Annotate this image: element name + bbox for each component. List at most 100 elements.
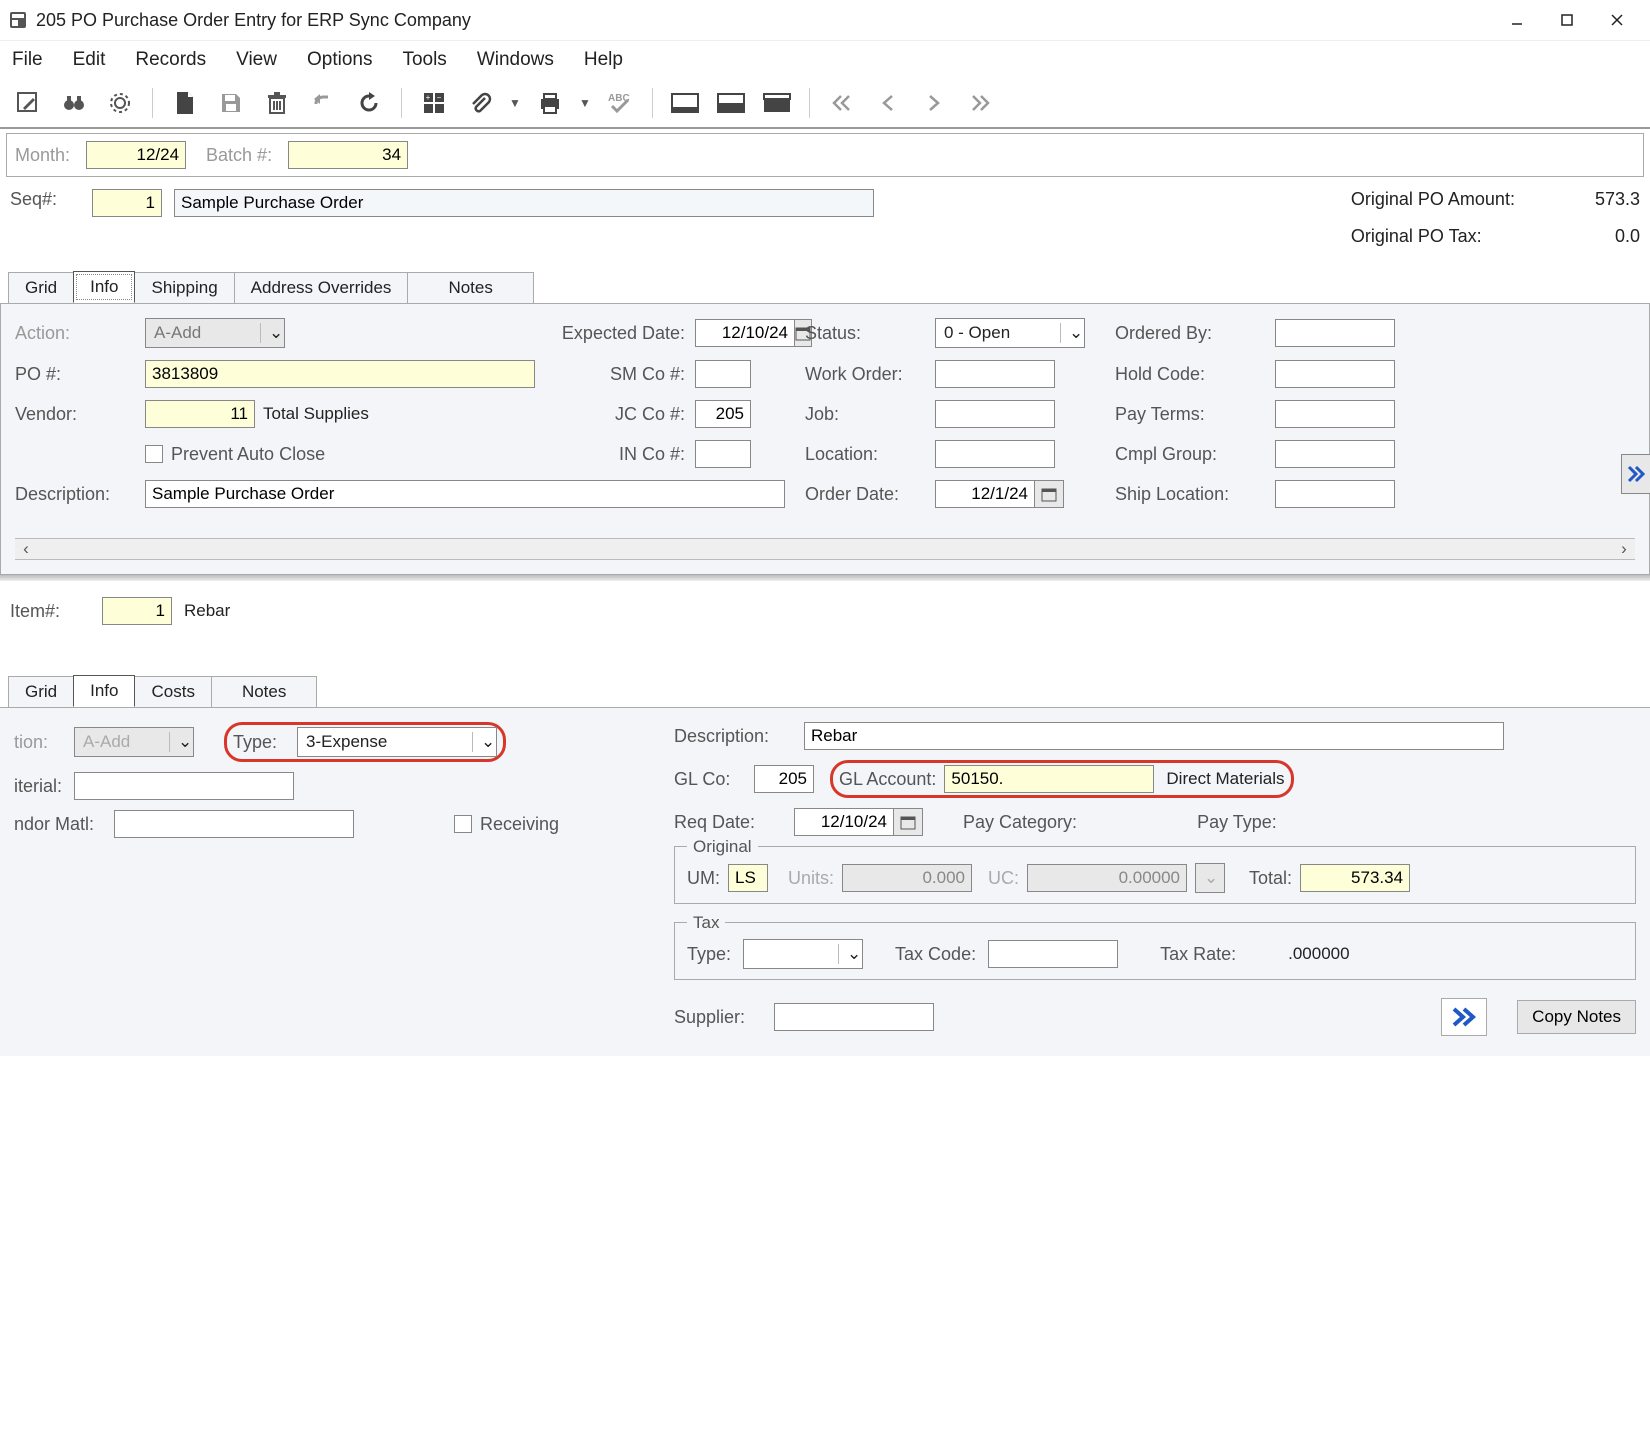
glacct-input[interactable] (944, 765, 1154, 793)
cmplgroup-input[interactable] (1275, 440, 1395, 468)
window1-icon[interactable] (667, 85, 703, 121)
menu-windows[interactable]: Windows (475, 45, 556, 75)
vendor-label: Vendor: (15, 404, 145, 425)
menu-view[interactable]: View (234, 45, 279, 75)
prevent-auto-label: Prevent Auto Close (171, 444, 325, 465)
vendormatl-label: ndor Matl: (14, 814, 114, 835)
nav-last-icon[interactable] (962, 85, 998, 121)
total-input[interactable] (1300, 864, 1410, 892)
jcco-label: JC Co #: (495, 404, 695, 425)
print-icon[interactable] (532, 85, 568, 121)
glco-input[interactable] (754, 765, 814, 793)
svg-text:+: + (426, 93, 431, 102)
taxtype-label: Type: (687, 944, 731, 965)
tab-notes[interactable]: Notes (407, 272, 533, 303)
undo-icon[interactable] (305, 85, 341, 121)
seq-input[interactable] (92, 189, 162, 217)
nav-first-icon[interactable] (824, 85, 860, 121)
next-arrow-button[interactable] (1441, 998, 1487, 1036)
close-button[interactable] (1592, 2, 1642, 38)
nav-prev-icon[interactable] (870, 85, 906, 121)
scroll-right-icon[interactable]: › (1613, 539, 1635, 559)
print-dropdown[interactable]: ▼ (578, 96, 592, 110)
scroll-left-icon[interactable]: ‹ (15, 539, 37, 559)
tab-shipping[interactable]: Shipping (134, 272, 234, 303)
horizontal-scrollbar[interactable]: ‹ › (15, 538, 1635, 560)
side-expand-button[interactable] (1621, 454, 1650, 494)
menu-options[interactable]: Options (305, 45, 374, 75)
workorder-input[interactable] (935, 360, 1055, 388)
vendormatl-input[interactable] (114, 810, 354, 838)
reqdate-input[interactable] (794, 808, 894, 836)
tab-costs[interactable]: Costs (134, 676, 211, 707)
tab-info[interactable]: Info (73, 271, 135, 303)
supplier-input[interactable] (774, 1003, 934, 1031)
taxcode-input[interactable] (988, 940, 1118, 968)
minimize-button[interactable] (1492, 2, 1542, 38)
calculator-icon[interactable]: +− (416, 85, 452, 121)
batch-input[interactable] (288, 141, 408, 169)
receiving-checkbox[interactable] (454, 815, 472, 833)
prevent-auto-checkbox[interactable] (145, 445, 163, 463)
calendar-icon[interactable] (893, 808, 923, 836)
tab-notes-lower[interactable]: Notes (211, 676, 317, 707)
orig-amt-value: 573.3 (1595, 189, 1640, 210)
location-input[interactable] (935, 440, 1055, 468)
tab-grid[interactable]: Grid (8, 272, 74, 303)
orderdate-input[interactable] (935, 480, 1035, 508)
item-action-combo[interactable]: A-Add ⌄ (74, 727, 194, 757)
tab-address-overrides[interactable]: Address Overrides (234, 272, 409, 303)
attachment-icon[interactable] (462, 85, 498, 121)
tab-grid-lower[interactable]: Grid (8, 676, 74, 707)
refresh-icon[interactable] (351, 85, 387, 121)
holdcode-input[interactable] (1275, 360, 1395, 388)
calendar-icon[interactable] (1034, 480, 1064, 508)
taxtype-combo[interactable]: ⌄ (743, 939, 863, 969)
new-icon[interactable] (167, 85, 203, 121)
separator (401, 88, 402, 118)
binoculars-icon[interactable] (56, 85, 92, 121)
item-desc-input[interactable] (804, 722, 1504, 750)
smco-input[interactable] (695, 360, 751, 388)
item-input[interactable] (102, 597, 172, 625)
maximize-button[interactable] (1542, 2, 1592, 38)
month-input[interactable] (86, 141, 186, 169)
spellcheck-icon[interactable]: ABC (602, 85, 638, 121)
window2-icon[interactable] (713, 85, 749, 121)
reqdate-label: Req Date: (674, 812, 794, 833)
menu-tools[interactable]: Tools (400, 45, 448, 75)
menu-records[interactable]: Records (133, 45, 208, 75)
edit-icon[interactable] (10, 85, 46, 121)
shiploc-input[interactable] (1275, 480, 1395, 508)
menu-edit[interactable]: Edit (71, 45, 108, 75)
units-input (842, 864, 972, 892)
units-label: Units: (788, 868, 834, 889)
ordered-by-input[interactable] (1275, 319, 1395, 347)
inco-input[interactable] (695, 440, 751, 468)
jcco-input[interactable] (695, 400, 751, 428)
gear-icon[interactable] (102, 85, 138, 121)
attachment-dropdown[interactable]: ▼ (508, 96, 522, 110)
glacct-label: GL Account: (839, 769, 936, 790)
payterms-input[interactable] (1275, 400, 1395, 428)
job-input[interactable] (935, 400, 1055, 428)
window3-icon[interactable] (759, 85, 795, 121)
menu-file[interactable]: File (10, 45, 45, 75)
desc-input[interactable] (145, 480, 785, 508)
copy-notes-button[interactable]: Copy Notes (1517, 1000, 1636, 1034)
glacct-name: Direct Materials (1166, 769, 1284, 789)
um-input[interactable] (728, 864, 768, 892)
save-icon[interactable] (213, 85, 249, 121)
type-combo[interactable]: 3-Expense ⌄ (297, 727, 497, 757)
tab-info-lower[interactable]: Info (73, 675, 135, 707)
po-input[interactable] (145, 360, 535, 388)
totals-block: Original PO Amount: 573.3 Original PO Ta… (1351, 189, 1640, 247)
nav-next-icon[interactable] (916, 85, 952, 121)
action-combo[interactable]: A-Add ⌄ (145, 318, 285, 348)
material-input[interactable] (74, 772, 294, 800)
status-combo[interactable]: 0 - Open ⌄ (935, 318, 1085, 348)
uc-dropdown[interactable]: ⌄ (1195, 863, 1225, 893)
vendor-input[interactable] (145, 400, 255, 428)
delete-icon[interactable] (259, 85, 295, 121)
menu-help[interactable]: Help (582, 45, 625, 75)
